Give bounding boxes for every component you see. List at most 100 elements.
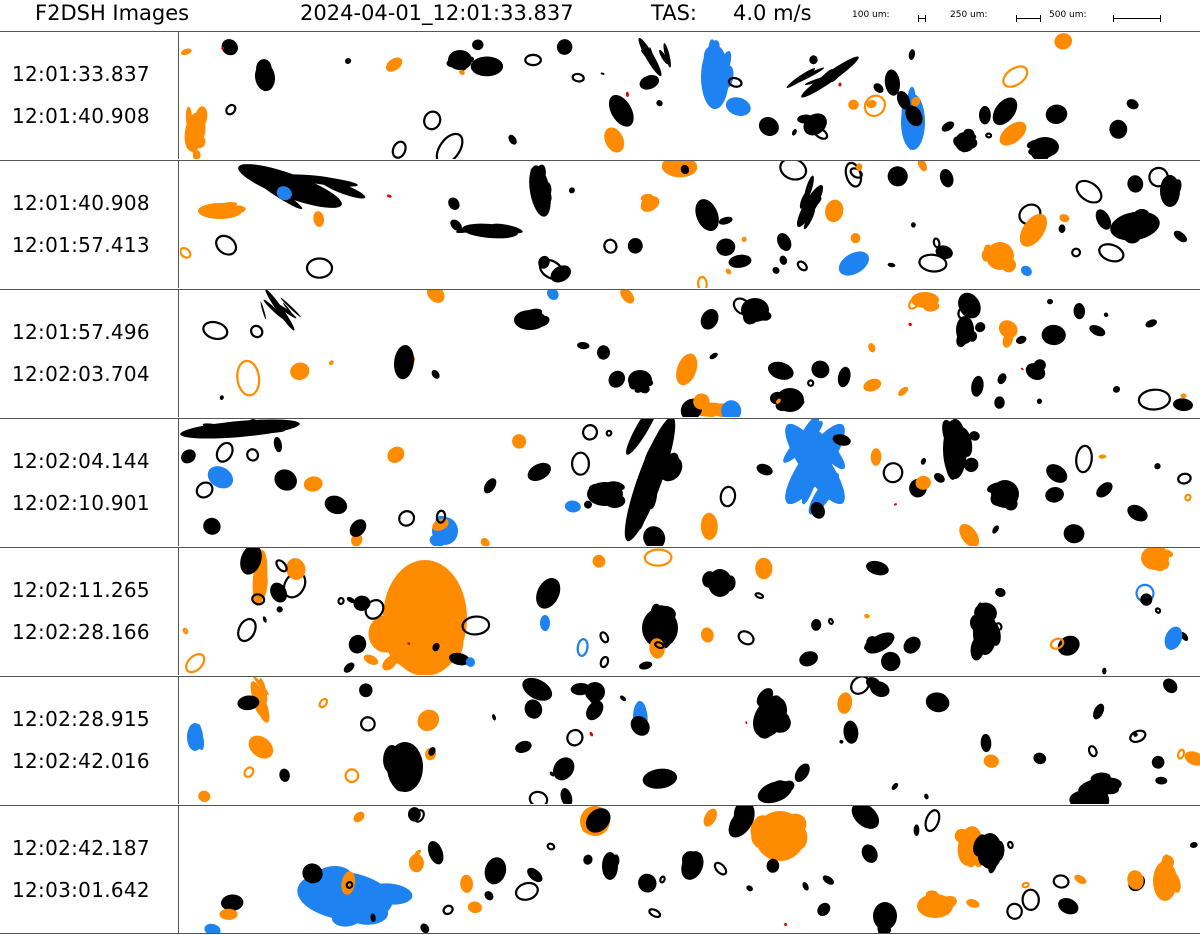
black-particle [873,83,884,93]
image-strip: 12:02:04.144 12:02:10.901 [0,418,1200,546]
orange-particle [864,613,870,619]
black-particle [570,451,591,476]
black-particle-fragment [773,780,785,787]
red-particle [784,923,788,926]
orange-particle [1180,393,1187,399]
black-particle [237,617,257,643]
black-particle-fragment [787,67,825,87]
black-particle [1173,230,1187,243]
orange-particle [775,398,781,404]
black-particle-fragment [803,208,815,230]
black-particle [1127,175,1144,193]
black-particle [627,238,643,254]
particle-image-area [180,419,1200,546]
black-particle [817,902,831,916]
orange-particle-fragment [259,702,264,718]
black-particle [891,782,899,790]
black-particle [882,462,904,484]
tas-value: 4.0 m/s [733,1,812,25]
image-strip: 12:02:42.187 12:03:01.642 [0,805,1200,934]
orange-particle [725,268,732,275]
orange-particle [303,476,323,492]
black-particle [777,233,792,251]
particle-image-area [180,806,1200,933]
orange-particle [855,163,863,172]
black-particle [964,457,979,473]
orange-particle [1176,748,1186,760]
strip-start-time: 12:01:33.837 [12,62,150,86]
orange-particle-fragment [640,193,653,202]
orange-particle [620,290,635,304]
black-particle-fragment [773,787,790,796]
black-particle [1073,303,1086,320]
black-particle [681,851,703,873]
black-particle [1177,472,1192,485]
strip-start-time: 12:01:40.908 [12,191,150,215]
black-particle [719,485,737,508]
black-particle [273,436,282,453]
black-particle [549,771,555,777]
black-particle [1127,504,1148,522]
orange-particle [313,211,325,227]
orange-particle [741,236,747,242]
black-particle [1007,840,1014,850]
orange-particle [1059,214,1070,223]
black-particle-fragment [275,303,297,319]
black-particle [737,630,755,646]
black-particle [997,373,1007,385]
black-particle [1041,324,1066,346]
particle-image-area [180,548,1200,675]
orange-particle [696,275,708,288]
orange-particle [959,523,980,546]
strip-time-range: 12:01:33.837 12:01:40.908 [0,32,179,159]
red-particle [838,82,842,87]
black-particle [203,517,221,535]
orange-particle [848,99,859,110]
black-particle [1046,464,1068,483]
black-particle [896,90,911,110]
orange-particle [850,233,861,244]
black-particle [435,132,464,159]
particle-image-area [180,32,1200,159]
orange-particle-fragment [981,248,992,262]
orange-particle-fragment [259,678,268,703]
black-particle [343,662,355,673]
black-particle [958,292,981,319]
black-particle [700,308,719,330]
black-particle [648,908,662,919]
black-particle [346,596,356,604]
blue-particle-fragment [783,420,823,463]
red-particle [894,503,897,506]
black-particle [727,76,743,88]
orange-particle-fragment [259,574,268,600]
black-particle [472,39,484,51]
strip-time-range: 12:01:40.908 12:01:57.413 [0,161,179,288]
black-particle [577,341,590,350]
black-particle [794,763,810,782]
orange-particle [868,343,876,353]
black-particle [600,72,605,75]
image-strip: 12:01:40.908 12:01:57.413 [0,160,1200,288]
black-particle [442,904,454,916]
black-particle [1033,752,1047,765]
strip-start-time: 12:02:42.187 [12,836,150,860]
black-particle [461,615,491,636]
orange-particle-fragment [1001,258,1017,273]
black-particle-fragment [534,315,550,327]
black-particle [985,132,993,139]
orange-particle [908,296,921,310]
orange-particle [236,359,261,397]
black-particle-fragment [1092,785,1107,792]
black-particle-fragment [644,428,669,466]
strip-end-time: 12:03:01.642 [12,878,150,902]
black-particle [527,867,543,883]
black-particle [508,134,517,145]
orange-particle [353,811,365,823]
black-particle-fragment [272,302,288,318]
orange-particle [1049,637,1065,650]
black-particle [1137,388,1171,411]
particle-images [182,548,1189,675]
orange-particle [248,735,274,759]
black-particle [221,894,244,911]
black-particle [219,395,224,400]
